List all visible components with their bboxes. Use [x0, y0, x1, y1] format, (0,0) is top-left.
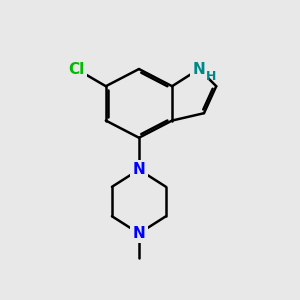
Text: N: N	[133, 226, 145, 241]
Text: H: H	[206, 70, 216, 83]
Text: Cl: Cl	[68, 61, 85, 76]
Text: N: N	[133, 162, 145, 177]
Text: N: N	[193, 61, 206, 76]
